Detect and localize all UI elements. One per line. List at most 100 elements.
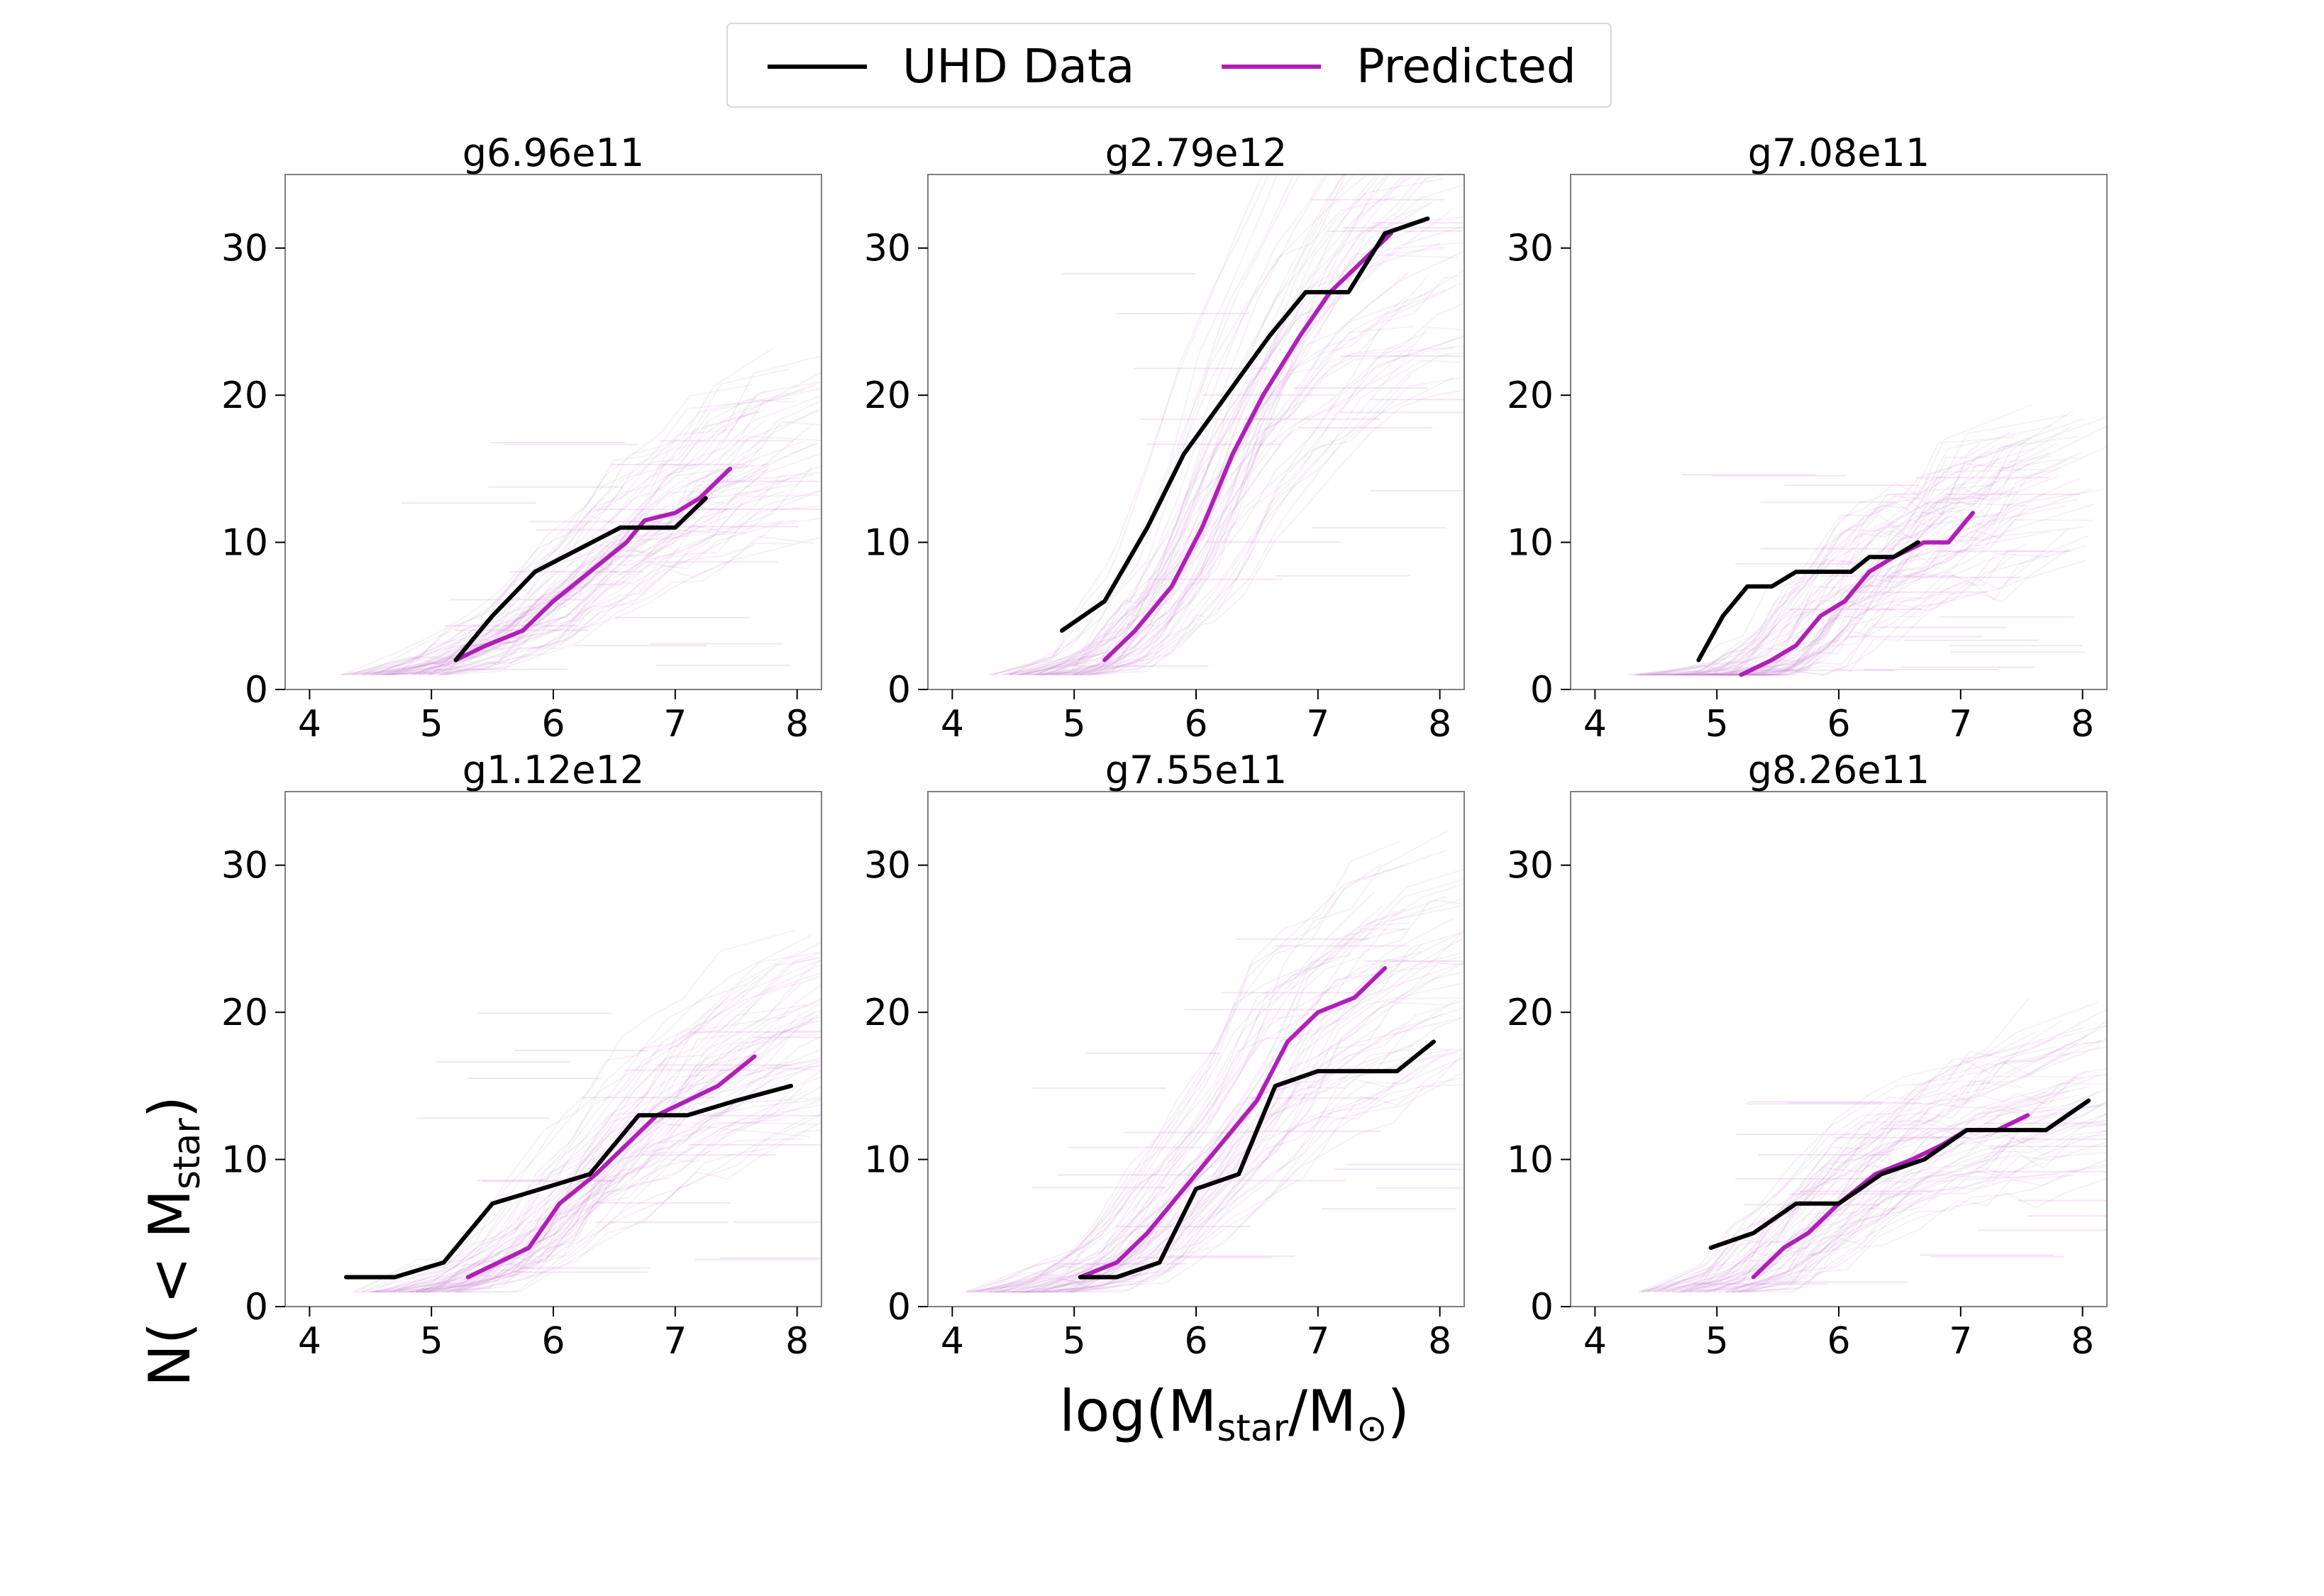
ensemble-line (455, 1129, 821, 1293)
ensemble-line (1072, 174, 1406, 676)
ensemble-line (1688, 1114, 2077, 1293)
ensemble-line (991, 174, 1270, 676)
ensemble-line (1703, 1129, 2107, 1293)
uhd-data-line (453, 496, 708, 663)
legend-item-predicted: Predicted (1222, 24, 1576, 109)
y-tick-label: 10 (221, 1139, 268, 1182)
ensemble-line (1685, 1026, 2106, 1293)
ensemble-line (1026, 373, 1412, 676)
ensemble-line (1725, 1112, 2107, 1293)
legend-item-uhd-data: UHD Data (768, 24, 1134, 109)
ensemble-line (968, 955, 1408, 1293)
uhd-data-line (343, 1083, 793, 1280)
x-tick-label: 7 (663, 703, 687, 746)
ensemble-line (1024, 216, 1464, 676)
x-tick-label: 8 (1428, 1320, 1451, 1363)
ensemble-line (1732, 1088, 2107, 1293)
ensemble-line (1709, 452, 2051, 676)
y-axis-label-close: ) (137, 1096, 203, 1119)
ensemble-line (391, 420, 765, 676)
ensemble-line (1722, 450, 2084, 676)
ensemble-line (375, 1119, 782, 1293)
ensemble-line (1662, 512, 2000, 676)
ensemble-line (1704, 443, 2058, 676)
ensemble-line (371, 1121, 821, 1293)
y-tick-label: 0 (245, 669, 268, 711)
ensemble-line (1647, 1082, 2023, 1293)
ensemble-line (1038, 878, 1464, 1293)
y-tick-label: 20 (1507, 375, 1554, 417)
ensemble-line (419, 543, 794, 676)
ensemble-line (1681, 1001, 2099, 1293)
ensemble-line (1640, 1154, 2018, 1293)
ensemble-line (1073, 955, 1464, 1293)
ensemble-line (445, 1069, 821, 1293)
ensemble-line (1077, 345, 1464, 676)
uhd-data-line (1060, 216, 1430, 633)
ensemble-line (389, 1004, 809, 1293)
ensemble-line (416, 1121, 821, 1293)
ensemble-line (424, 1018, 815, 1293)
legend: UHD Data Predicted (726, 23, 1612, 108)
ensemble-line (1037, 174, 1328, 676)
ensemble-line (429, 489, 821, 676)
ensemble-line (1647, 1026, 2085, 1293)
ensemble-line (422, 536, 814, 676)
ensemble-line (1080, 326, 1464, 676)
ensemble-line (441, 517, 821, 676)
ensemble-line (985, 840, 1401, 1293)
ensemble-line (1695, 504, 2067, 676)
ensemble-line (1068, 1047, 1464, 1293)
y-tick-label: 30 (221, 228, 268, 270)
ensemble-line (1089, 302, 1464, 676)
ensemble-line (1692, 545, 2086, 676)
ensemble-line (1020, 272, 1409, 676)
ensemble-line (1048, 289, 1447, 676)
y-tick-label: 20 (1507, 992, 1554, 1034)
ensemble-line (1699, 1158, 2107, 1293)
ensemble-line (413, 371, 821, 676)
ensemble-line (1734, 548, 2070, 676)
ensemble-line (1662, 1173, 2059, 1293)
ensemble-line (363, 475, 787, 676)
ensemble-line (458, 1113, 821, 1293)
ensemble-line (1048, 999, 1464, 1293)
y-tick-label: 10 (864, 522, 911, 565)
y-tick-label: 0 (1530, 1286, 1554, 1329)
ensemble-line (1722, 519, 2094, 676)
ensemble-line (1678, 531, 2052, 676)
legend-label-uhd-data: UHD Data (902, 39, 1135, 94)
ensemble-line (1009, 174, 1278, 676)
ensemble-line (1056, 174, 1381, 676)
predicted-line (1078, 965, 1388, 1280)
ensemble-line (1026, 897, 1464, 1293)
predicted-line (453, 466, 733, 663)
ensemble-line (1697, 487, 2093, 676)
ensemble-line (1019, 174, 1300, 676)
ensemble-line (1637, 501, 2027, 676)
ensemble-line (1718, 409, 2074, 676)
ensemble-line (1002, 326, 1415, 676)
y-axis-label-main: N( < M (137, 1190, 203, 1387)
figure-canvas: 4 5 6 7 8 0 10 20 30 g6.96e11 4 5 6 7 8 0 10 20 30 g2.79e12… (221, 131, 2108, 1363)
ensemble-line (1638, 1090, 2049, 1293)
ensemble-line (437, 1065, 821, 1293)
ensemble-line (412, 951, 821, 1293)
ensemble-line (1731, 498, 2079, 676)
ensemble-line (1029, 336, 1464, 676)
ensemble-line (1658, 543, 2028, 676)
x-tick-label: 4 (1583, 1320, 1607, 1363)
ensemble-line (353, 1126, 809, 1293)
ensemble-line (423, 381, 821, 676)
ensemble-line (1695, 1008, 2107, 1293)
ensemble-line (1657, 1075, 2077, 1293)
ensemble-line (1673, 1103, 2103, 1293)
ensemble-line (1651, 404, 2032, 676)
ensemble-line (1668, 462, 2030, 676)
uhd-data-line (1696, 540, 1920, 663)
y-tick-label: 10 (221, 522, 268, 565)
ensemble-line (1073, 174, 1378, 676)
ensemble-lines (988, 174, 1464, 676)
panel-6: 4 5 6 7 8 0 10 20 30 g8.26e11 (1507, 748, 2108, 1363)
ensemble-line (443, 1033, 821, 1293)
